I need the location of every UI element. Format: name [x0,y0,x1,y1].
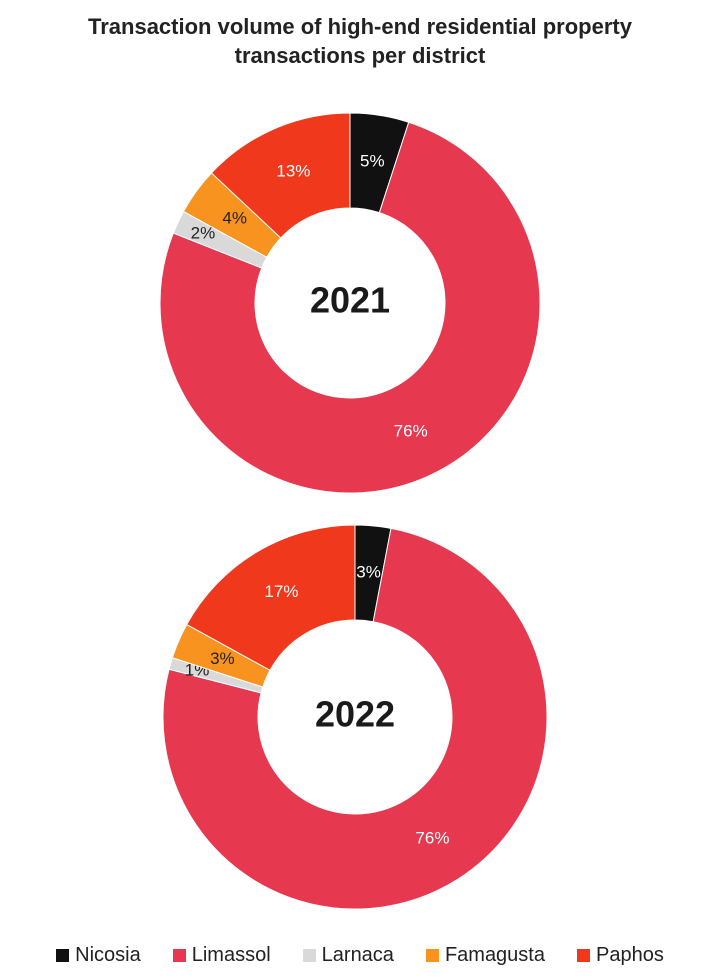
data-label: 76% [394,421,428,440]
donut-slice [162,527,548,910]
legend-swatch [302,949,316,962]
data-label: 13% [276,162,310,181]
legend-item: Famagusta [425,944,545,967]
legend-item: Limassol [172,944,271,967]
data-label: 17% [264,582,298,601]
data-label: 3% [210,649,235,668]
donut-slice [159,121,541,494]
legend: Nicosia Limassol Larnaca Famagusta Paphos [0,944,720,967]
data-label: 76% [415,828,449,847]
legend-label: Famagusta [444,944,545,966]
data-label: 3% [356,563,381,582]
donut-slice [186,524,356,671]
donut-slice [210,112,351,239]
legend-label: Nicosia [75,944,141,966]
center-label: 2021 [310,280,390,321]
legend-swatch [577,949,590,962]
legend-swatch [56,949,70,962]
data-label: 5% [360,152,385,171]
legend-item: Paphos [577,944,664,967]
data-label: 2% [191,223,216,242]
data-label: 4% [222,209,247,228]
legend-swatch [172,949,186,962]
legend-label: Larnaca [321,944,394,966]
legend-label: Paphos [596,944,664,966]
legend-swatch [425,949,439,962]
legend-item: Nicosia [56,944,141,967]
legend-label: Limassol [191,944,271,966]
center-label: 2022 [315,694,395,735]
legend-item: Larnaca [302,944,394,967]
chart-title: Transaction volume of high-end residenti… [88,14,632,68]
